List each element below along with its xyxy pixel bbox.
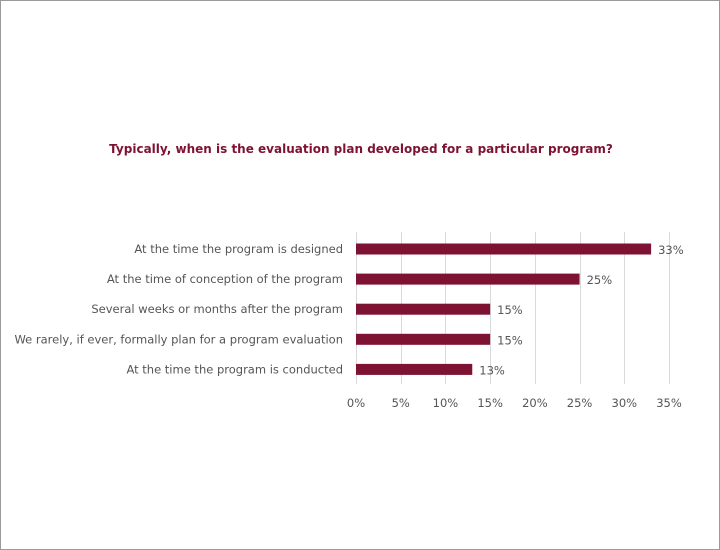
- bar: [356, 303, 491, 315]
- category-label: At the time of conception of the program: [107, 272, 343, 286]
- x-tick-label: 35%: [656, 396, 682, 410]
- x-tick-label: 10%: [433, 396, 459, 410]
- data-label: 33%: [658, 243, 684, 257]
- data-label: 25%: [587, 273, 613, 287]
- x-tick-label: 30%: [612, 396, 638, 410]
- data-label: 15%: [497, 303, 523, 317]
- category-label: At the time the program is designed: [134, 242, 343, 256]
- data-label: 13%: [479, 363, 505, 377]
- category-label: We rarely, if ever, formally plan for a …: [14, 332, 343, 346]
- x-tick-label: 5%: [392, 396, 410, 410]
- x-tick-label: 15%: [477, 396, 503, 410]
- chart-title: Typically, when is the evaluation plan d…: [109, 142, 613, 156]
- category-label: Several weeks or months after the progra…: [91, 302, 343, 316]
- x-tick-label: 25%: [567, 396, 593, 410]
- bar: [356, 363, 473, 375]
- bar: [356, 333, 491, 345]
- data-label: 15%: [497, 333, 523, 347]
- bar: [356, 273, 580, 285]
- x-tick-label: 20%: [522, 396, 548, 410]
- x-tick-label: 0%: [347, 396, 365, 410]
- category-label: At the time the program is conducted: [126, 362, 343, 376]
- bar: [356, 243, 652, 255]
